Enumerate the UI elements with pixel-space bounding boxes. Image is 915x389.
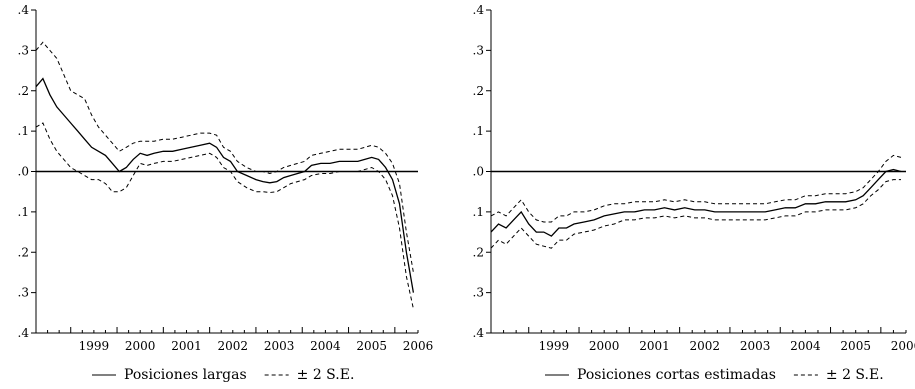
y-tick-label: .1 xyxy=(473,205,484,219)
series-line-lower xyxy=(490,179,901,249)
x-tick-label: 2000 xyxy=(589,339,620,353)
x-tick-label: 2000 xyxy=(125,339,156,353)
y-tick-label: .2 xyxy=(473,245,484,259)
series-line-upper xyxy=(490,154,902,223)
y-tick-label: .1 xyxy=(18,205,29,219)
y-tick-label: .4 xyxy=(18,3,30,17)
chart-panel-1: .4 .3 .2 .1 .0 .1 .2 .3 .4 1999 2000 2001 2002 2003 20… xyxy=(18,3,434,383)
y-tick-label: .0 xyxy=(473,165,484,179)
legend: Posiciones largas ± 2 S.E. xyxy=(92,367,354,383)
series-line-estimate xyxy=(35,77,415,293)
y-tick-label: .4 xyxy=(473,3,485,17)
x-tick-label: 2001 xyxy=(171,339,202,353)
x-tick-label: 2005 xyxy=(840,339,871,353)
y-tick-label: .3 xyxy=(473,286,484,300)
legend-label: Posiciones cortas estimadas xyxy=(577,367,776,383)
chart-panel-2: .4 .3 .2 .1 .0 .1 .2 .3 .4 1999 2000 2001 2002 2003 20… xyxy=(473,3,915,383)
x-tick-label: 2002 xyxy=(690,339,721,353)
x-tick-label: 2006 xyxy=(403,339,434,353)
x-tick-label: 2003 xyxy=(740,339,771,353)
x-tick-label: 2002 xyxy=(218,339,249,353)
x-tick-label: 1999 xyxy=(79,339,110,353)
x-tick-label: 1999 xyxy=(539,339,570,353)
y-tick-label: .3 xyxy=(473,43,484,57)
y-tick-label: .0 xyxy=(18,165,29,179)
series-line-upper xyxy=(35,41,414,273)
y-tick-label: .4 xyxy=(473,326,485,340)
legend-label: Posiciones largas xyxy=(124,367,247,383)
x-tick-label: 2004 xyxy=(790,339,821,353)
x-tick-label: 2006 xyxy=(891,339,915,353)
legend-label: ± 2 S.E. xyxy=(826,367,884,383)
legend: Posiciones cortas estimadas ± 2 S.E. xyxy=(545,367,884,383)
y-tick-label: .2 xyxy=(18,84,29,98)
y-tick-label: .4 xyxy=(18,326,30,340)
y-tick-label: .3 xyxy=(18,286,29,300)
x-tick-label: 2005 xyxy=(356,339,387,353)
y-tick-label: .3 xyxy=(18,43,29,57)
legend-label: ± 2 S.E. xyxy=(297,367,355,383)
y-tick-label: .2 xyxy=(473,84,484,98)
x-tick-label: 2004 xyxy=(310,339,341,353)
y-tick-label: .1 xyxy=(18,124,29,138)
y-tick-label: .1 xyxy=(473,124,484,138)
x-tick-label: 2003 xyxy=(264,339,295,353)
y-tick-label: .2 xyxy=(18,245,29,259)
series-line-estimate xyxy=(490,168,902,237)
series-line-lower xyxy=(35,122,414,309)
x-tick-label: 2001 xyxy=(639,339,670,353)
